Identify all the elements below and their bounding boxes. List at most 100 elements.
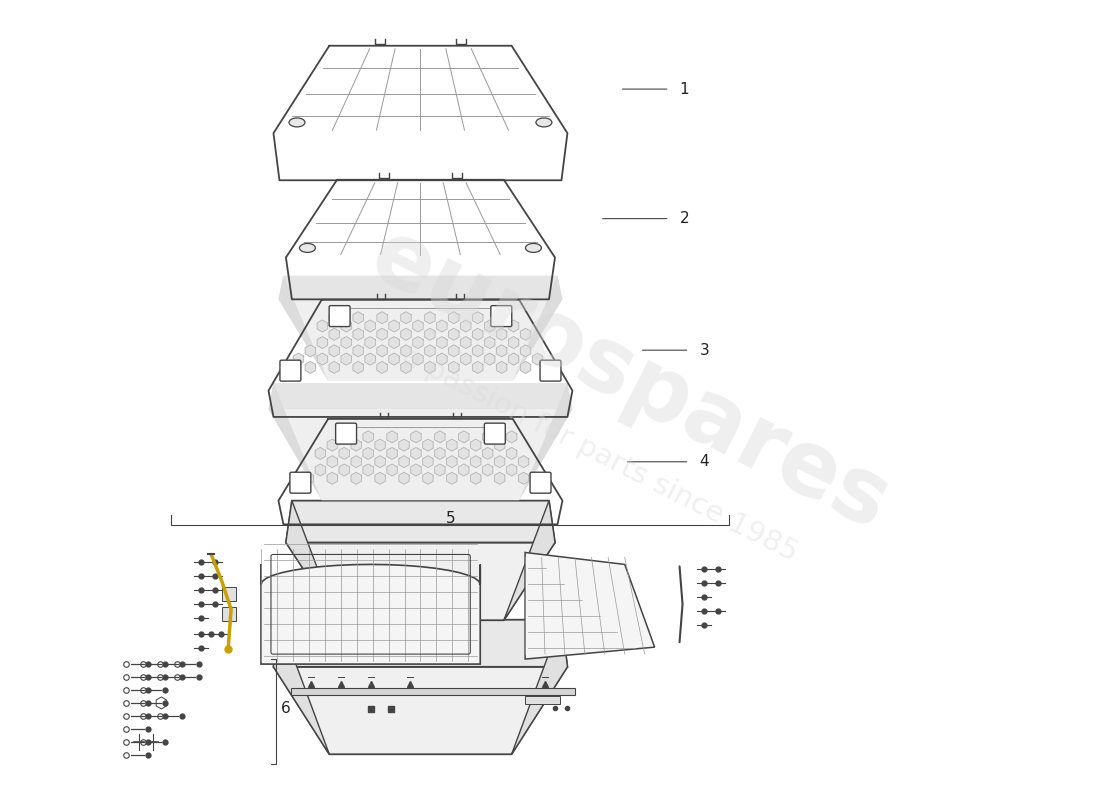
- FancyBboxPatch shape: [336, 423, 356, 444]
- Polygon shape: [329, 312, 340, 324]
- Polygon shape: [278, 299, 562, 381]
- Polygon shape: [508, 337, 519, 349]
- Ellipse shape: [299, 243, 316, 253]
- Polygon shape: [504, 501, 556, 620]
- Polygon shape: [339, 447, 350, 459]
- Ellipse shape: [289, 118, 305, 127]
- Text: a passion for parts since 1985: a passion for parts since 1985: [397, 342, 803, 567]
- Polygon shape: [339, 464, 350, 476]
- Polygon shape: [315, 464, 326, 476]
- Polygon shape: [495, 472, 505, 484]
- Polygon shape: [459, 447, 469, 459]
- Polygon shape: [327, 439, 338, 451]
- Polygon shape: [268, 410, 572, 500]
- Polygon shape: [274, 620, 329, 754]
- Polygon shape: [461, 337, 471, 349]
- FancyBboxPatch shape: [484, 423, 505, 444]
- Polygon shape: [351, 456, 362, 468]
- Polygon shape: [363, 447, 373, 459]
- Polygon shape: [286, 501, 556, 542]
- Polygon shape: [268, 383, 572, 410]
- FancyBboxPatch shape: [290, 472, 311, 493]
- Polygon shape: [447, 456, 456, 468]
- Polygon shape: [483, 431, 493, 443]
- Polygon shape: [387, 464, 397, 476]
- FancyBboxPatch shape: [540, 360, 561, 381]
- Polygon shape: [518, 456, 529, 468]
- Polygon shape: [317, 337, 328, 349]
- Text: eurospares: eurospares: [355, 211, 904, 549]
- Polygon shape: [400, 345, 411, 357]
- Polygon shape: [341, 337, 351, 349]
- Polygon shape: [329, 328, 340, 340]
- Polygon shape: [425, 328, 436, 340]
- Polygon shape: [473, 312, 483, 324]
- FancyBboxPatch shape: [491, 306, 512, 326]
- Polygon shape: [268, 383, 321, 500]
- Polygon shape: [274, 667, 568, 754]
- Polygon shape: [315, 447, 326, 459]
- Polygon shape: [286, 501, 337, 620]
- Polygon shape: [496, 312, 507, 324]
- Polygon shape: [400, 312, 411, 324]
- Polygon shape: [425, 362, 436, 374]
- Polygon shape: [496, 362, 507, 374]
- Polygon shape: [495, 439, 505, 451]
- Polygon shape: [437, 337, 447, 349]
- Polygon shape: [327, 456, 338, 468]
- Polygon shape: [399, 439, 409, 451]
- Polygon shape: [351, 439, 362, 451]
- Polygon shape: [317, 320, 328, 332]
- Polygon shape: [422, 439, 433, 451]
- Bar: [290, 688, 575, 695]
- Polygon shape: [506, 431, 517, 443]
- Polygon shape: [449, 328, 459, 340]
- Polygon shape: [471, 456, 481, 468]
- Polygon shape: [412, 353, 424, 365]
- Bar: [525, 696, 560, 704]
- Polygon shape: [434, 464, 446, 476]
- Polygon shape: [519, 383, 572, 500]
- Polygon shape: [377, 362, 387, 374]
- Polygon shape: [425, 345, 436, 357]
- Polygon shape: [329, 345, 340, 357]
- Polygon shape: [377, 345, 387, 357]
- Polygon shape: [375, 472, 385, 484]
- Polygon shape: [459, 431, 469, 443]
- Polygon shape: [461, 353, 471, 365]
- Polygon shape: [422, 472, 433, 484]
- Polygon shape: [506, 447, 517, 459]
- Polygon shape: [508, 320, 519, 332]
- Polygon shape: [399, 456, 409, 468]
- Polygon shape: [278, 276, 328, 381]
- FancyBboxPatch shape: [329, 306, 350, 326]
- Polygon shape: [520, 362, 531, 374]
- Polygon shape: [294, 353, 304, 365]
- Polygon shape: [329, 362, 340, 374]
- Bar: [222, 607, 236, 622]
- Polygon shape: [518, 472, 529, 484]
- Polygon shape: [461, 320, 471, 332]
- Polygon shape: [484, 353, 495, 365]
- Polygon shape: [365, 353, 375, 365]
- Polygon shape: [495, 456, 505, 468]
- Polygon shape: [377, 312, 387, 324]
- FancyBboxPatch shape: [279, 360, 301, 381]
- Polygon shape: [512, 620, 568, 754]
- Text: 6: 6: [280, 702, 290, 717]
- Polygon shape: [305, 345, 316, 357]
- Polygon shape: [544, 362, 554, 374]
- Polygon shape: [449, 345, 459, 357]
- Polygon shape: [317, 353, 328, 365]
- Polygon shape: [261, 565, 481, 664]
- Polygon shape: [471, 439, 481, 451]
- Polygon shape: [473, 328, 483, 340]
- Polygon shape: [286, 542, 556, 620]
- Polygon shape: [375, 439, 385, 451]
- Polygon shape: [353, 345, 363, 357]
- Text: 1: 1: [680, 82, 690, 97]
- Polygon shape: [365, 320, 375, 332]
- Polygon shape: [437, 353, 447, 365]
- Polygon shape: [513, 276, 562, 381]
- Polygon shape: [304, 472, 313, 484]
